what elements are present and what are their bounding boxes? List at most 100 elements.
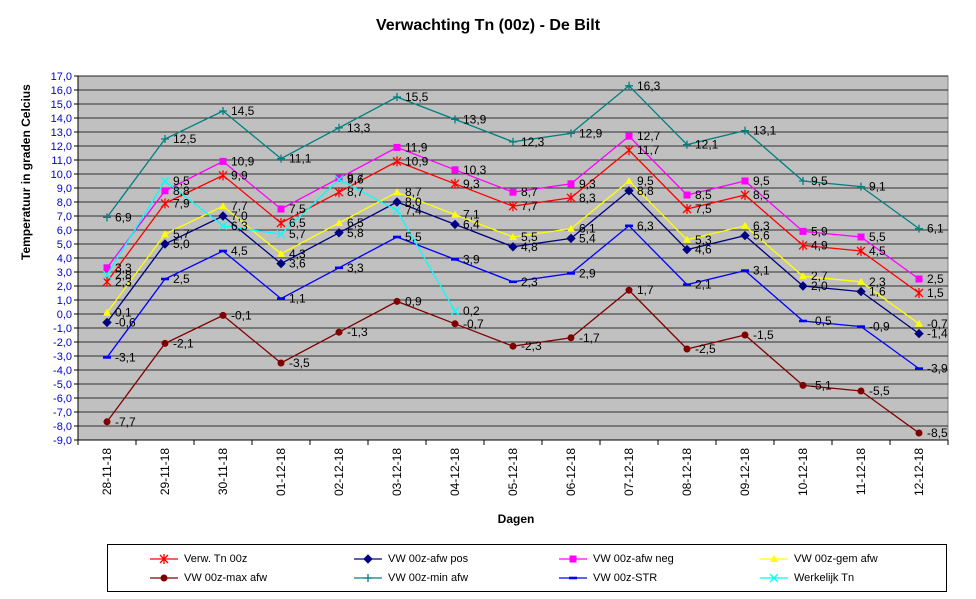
data-point	[451, 320, 459, 328]
data-point	[856, 286, 866, 297]
legend-swatch	[760, 555, 788, 562]
data-point	[450, 219, 460, 230]
data-point	[857, 182, 865, 191]
data-point	[798, 281, 808, 291]
data-label: 2,3	[115, 275, 132, 289]
data-point	[219, 107, 227, 115]
data-point	[914, 328, 924, 339]
data-label: 4,9	[811, 238, 828, 252]
data-label: 3,1	[753, 264, 770, 278]
data-point	[393, 93, 401, 101]
data-point	[392, 197, 402, 207]
y-tick-label: -7,0	[53, 407, 72, 419]
data-label: 12,5	[173, 132, 197, 146]
y-tick-label: 3,0	[57, 267, 72, 279]
data-label: 5,5	[405, 230, 422, 244]
data-point	[857, 387, 865, 395]
data-label: -1,7	[579, 331, 600, 345]
data-point	[914, 288, 924, 298]
data-label: 7,5	[695, 202, 712, 216]
x-tick-label: 10-12-18	[796, 448, 810, 496]
data-point	[219, 311, 227, 319]
data-label: 9,5	[811, 174, 828, 188]
data-label: 7,7	[231, 199, 248, 213]
y-tick-label: 9,0	[57, 183, 72, 195]
legend-swatch	[760, 573, 788, 583]
data-point	[160, 176, 170, 186]
series-vw-00z-str	[103, 224, 923, 370]
data-label: 14,5	[231, 104, 255, 118]
y-tick-label: 10,0	[51, 169, 72, 181]
data-point	[364, 574, 372, 582]
data-point	[799, 227, 807, 235]
data-label: -3,5	[289, 356, 310, 370]
data-point	[103, 418, 111, 426]
x-tick-label: 01-12-18	[274, 448, 288, 496]
data-label: 9,5	[637, 174, 654, 188]
data-point	[567, 334, 575, 342]
data-label: -0,7	[463, 317, 484, 331]
data-point	[624, 186, 634, 196]
data-point	[625, 177, 633, 184]
data-label: 6,5	[289, 216, 306, 230]
y-tick-label: -8,0	[53, 421, 72, 433]
y-tick-label: -4,0	[53, 365, 72, 377]
data-point	[102, 276, 112, 287]
data-point	[508, 201, 518, 212]
data-point	[218, 170, 228, 181]
data-point	[102, 317, 112, 328]
data-label: 8,7	[405, 185, 422, 199]
data-label: 0,1	[115, 306, 132, 320]
data-point	[334, 187, 344, 198]
data-point	[741, 221, 749, 229]
data-label: 16,3	[637, 79, 661, 93]
data-point	[683, 235, 691, 243]
data-label: 11,9	[405, 140, 428, 154]
x-tick-label: 30-11-18	[216, 448, 230, 495]
data-point	[740, 190, 750, 200]
data-label: 9,9	[231, 168, 248, 182]
data-label: -2,5	[695, 342, 716, 356]
data-label: 7,1	[463, 208, 480, 222]
data-label: -0,6	[115, 315, 136, 329]
data-point	[569, 576, 577, 580]
data-label: 2,5	[173, 272, 190, 286]
legend-label: VW 00z-min afw	[388, 572, 469, 584]
data-point	[276, 258, 286, 269]
data-label: 13,9	[463, 112, 487, 126]
y-axis-title: Temperatuur in graden Celcius	[19, 84, 33, 260]
data-label: 4,3	[289, 247, 306, 261]
data-label: -3,1	[115, 350, 136, 364]
data-point	[509, 342, 517, 350]
data-label: 8,5	[753, 188, 770, 202]
data-point	[741, 126, 749, 135]
data-label: 12,9	[579, 126, 603, 140]
data-label: 9,5	[173, 174, 190, 188]
y-tick-label: -2,0	[53, 337, 72, 349]
data-point	[335, 219, 343, 226]
data-point	[451, 166, 459, 174]
data-label: 5,9	[811, 224, 828, 238]
data-label: 5,8	[347, 226, 364, 240]
data-point	[915, 367, 923, 370]
data-point	[277, 205, 285, 213]
x-axis-title: Dagen	[497, 512, 535, 526]
series-vw-00z-afw-neg	[103, 132, 923, 283]
data-point	[161, 187, 169, 195]
data-label: 4,5	[869, 244, 886, 258]
data-label: 6,3	[753, 219, 770, 233]
data-label: 12,1	[695, 138, 719, 152]
data-label: 0,9	[405, 294, 422, 308]
data-point	[915, 319, 923, 327]
data-label: 5,7	[173, 227, 190, 241]
data-label: -7,7	[115, 415, 136, 429]
data-label: 3,9	[463, 252, 480, 266]
data-label: -8,5	[927, 426, 948, 440]
data-label: -0,7	[927, 317, 948, 331]
data-point	[682, 244, 692, 255]
data-label: -5,1	[811, 378, 832, 392]
y-tick-label: 4,0	[57, 253, 72, 265]
data-point	[218, 221, 228, 231]
data-label: -1,3	[347, 325, 368, 339]
data-label: 5,0	[173, 237, 190, 251]
